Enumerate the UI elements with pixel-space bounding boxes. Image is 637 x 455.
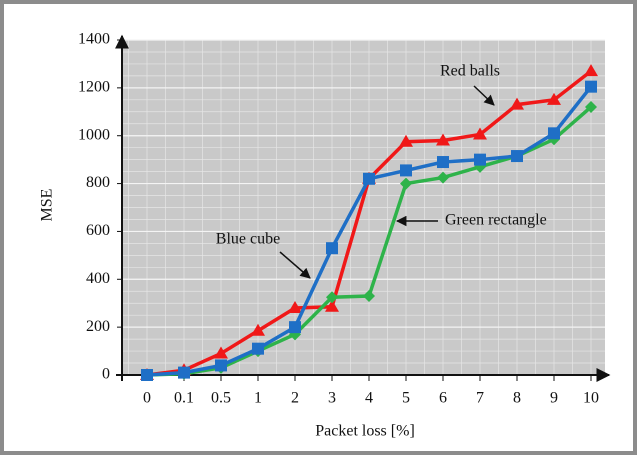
- x-tick-label: 1: [254, 390, 262, 407]
- y-tick-label: 600: [86, 222, 110, 239]
- series-annotation: Green rectangle: [445, 212, 547, 229]
- x-tick-label: 5: [402, 390, 410, 407]
- data-point: [399, 134, 413, 147]
- y-tick-label: 800: [86, 174, 110, 191]
- x-tick-label: 7: [476, 390, 484, 407]
- data-point: [585, 80, 597, 93]
- y-tick-label: 1400: [78, 31, 110, 48]
- data-point: [511, 150, 523, 163]
- data-point: [215, 359, 227, 372]
- x-tick-label: 8: [513, 390, 521, 407]
- y-tick-label: 400: [86, 270, 110, 287]
- x-axis-label: Packet loss [%]: [315, 423, 415, 440]
- series-annotation: Red balls: [440, 63, 500, 80]
- data-point: [214, 346, 228, 359]
- data-point: [437, 156, 449, 169]
- x-tick-label: 0.5: [211, 390, 231, 407]
- x-tick-label: 3: [328, 390, 336, 407]
- data-point: [400, 177, 412, 190]
- series-annotation: Blue cube: [216, 231, 280, 248]
- x-tick-label: 0: [143, 390, 151, 407]
- x-tick-label: 4: [365, 390, 373, 407]
- data-point: [363, 172, 375, 185]
- data-point: [326, 242, 338, 255]
- data-point: [510, 97, 524, 110]
- data-point: [363, 290, 375, 303]
- data-point: [141, 369, 153, 381]
- annotation-arrow: [473, 85, 495, 106]
- data-point: [252, 342, 264, 355]
- data-point: [289, 321, 301, 334]
- y-axis-label: MSE: [39, 189, 56, 222]
- data-point: [288, 301, 302, 313]
- data-point: [400, 164, 412, 177]
- y-tick-label: 1000: [78, 126, 110, 143]
- data-point: [584, 64, 598, 77]
- data-point: [548, 127, 560, 140]
- data-point: [178, 366, 190, 379]
- data-point: [474, 153, 486, 166]
- x-tick-label: 6: [439, 390, 447, 407]
- data-point: [585, 101, 597, 113]
- data-point: [473, 127, 487, 140]
- data-point: [437, 171, 449, 184]
- data-point: [326, 291, 338, 304]
- x-tick-label: 2: [291, 390, 299, 407]
- y-tick-label: 1200: [78, 79, 110, 96]
- x-tick-label: 10: [583, 390, 599, 407]
- data-point: [325, 299, 339, 312]
- x-tick-label: 0.1: [174, 390, 194, 407]
- data-point: [251, 323, 265, 336]
- y-tick-label: 200: [86, 318, 110, 335]
- data-point: [436, 133, 450, 146]
- y-tick-label: 0: [102, 366, 110, 383]
- x-tick-label: 9: [550, 390, 558, 407]
- data-point: [547, 92, 561, 105]
- annotation-arrow: [279, 251, 311, 279]
